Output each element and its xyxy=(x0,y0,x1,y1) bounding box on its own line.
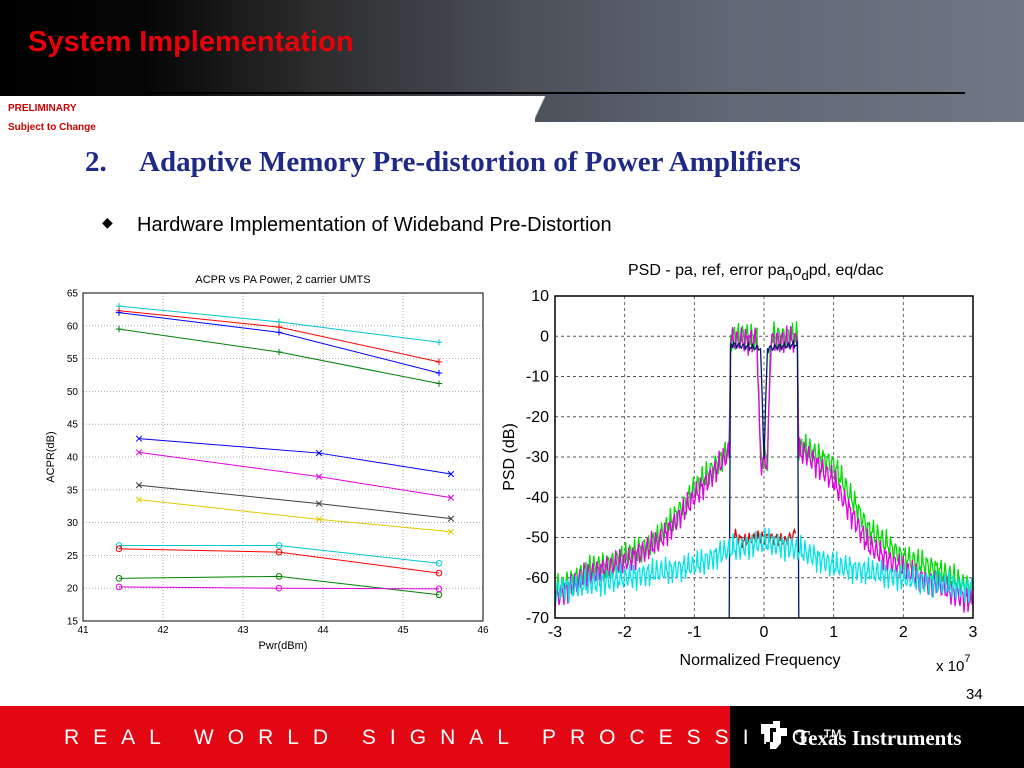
psd-x-tick-label: 1 xyxy=(829,624,838,641)
acpr-y-tick-label: 50 xyxy=(67,387,79,398)
preliminary-label: PRELIMINARY xyxy=(8,103,77,114)
acpr-data-point xyxy=(435,339,443,346)
psd-x-tick-label: -1 xyxy=(687,624,701,641)
acpr-data-point xyxy=(435,358,443,366)
psd-x-tick-label: -2 xyxy=(618,624,632,641)
slide-title-text: Adaptive Memory Pre-distortion of Power … xyxy=(139,146,801,178)
acpr-data-point xyxy=(275,348,283,356)
acpr-x-tick-label: 43 xyxy=(237,625,249,636)
psd-x-axis-label: Normalized Frequency xyxy=(680,652,841,669)
acpr-data-point xyxy=(275,548,283,556)
acpr-data-point xyxy=(115,325,123,333)
psd-x-multiplier: x 107 xyxy=(936,653,970,673)
psd-chart-title: PSD - pa, ref, error panodpd, eq/dac xyxy=(628,262,884,283)
acpr-data-point xyxy=(115,583,123,591)
psd-y-tick-label: -10 xyxy=(526,369,549,386)
acpr-data-point xyxy=(435,585,443,593)
psd-x-tick-label: 2 xyxy=(899,624,908,641)
header-white-band xyxy=(0,96,535,122)
acpr-data-point xyxy=(275,573,283,580)
acpr-x-tick-label: 46 xyxy=(477,625,489,636)
acpr-y-tick-label: 45 xyxy=(67,420,79,431)
acpr-x-tick-label: 45 xyxy=(397,625,409,636)
page-number: 34 xyxy=(966,686,983,703)
acpr-x-tick-label: 44 xyxy=(317,625,329,636)
acpr-y-tick-label: 65 xyxy=(67,289,79,300)
acpr-chart-background xyxy=(20,262,495,662)
acpr-y-tick-label: 30 xyxy=(67,518,79,529)
acpr-data-point xyxy=(275,584,283,592)
psd-x-tick-label: -3 xyxy=(548,624,562,641)
acpr-data-point xyxy=(447,470,455,478)
acpr-y-tick-label: 20 xyxy=(67,584,79,595)
acpr-data-point xyxy=(275,329,283,336)
acpr-data-point xyxy=(435,559,443,567)
acpr-data-point xyxy=(315,500,323,507)
psd-y-tick-label: -70 xyxy=(526,610,549,627)
acpr-x-tick-label: 41 xyxy=(77,625,89,636)
psd-y-tick-label: -50 xyxy=(526,530,549,547)
acpr-x-axis-label: Pwr(dBm) xyxy=(259,640,308,652)
diamond-bullet-icon: ◆ xyxy=(102,214,113,230)
acpr-data-point xyxy=(447,515,455,522)
psd-y-axis-label: PSD (dB) xyxy=(501,423,518,491)
acpr-data-point xyxy=(135,435,143,442)
psd-series-line xyxy=(554,527,974,604)
header-title: System Implementation xyxy=(28,26,354,58)
bullet-text: Hardware Implementation of Wideband Pre-… xyxy=(137,214,612,236)
acpr-data-point xyxy=(447,528,455,535)
psd-chart-background xyxy=(498,255,986,673)
acpr-data-point xyxy=(115,309,123,316)
acpr-data-point xyxy=(275,542,283,549)
slide-title-number: 2. xyxy=(85,146,107,178)
psd-y-tick-label: 10 xyxy=(531,288,549,305)
acpr-series-line xyxy=(118,586,440,590)
acpr-series-line xyxy=(118,548,440,574)
acpr-data-point xyxy=(447,494,455,501)
footer-slogan: REAL WORLD SIGNAL PROCESSING™ xyxy=(64,726,858,749)
acpr-data-point xyxy=(115,545,123,553)
psd-y-tick-label: 0 xyxy=(540,328,549,345)
subject-to-change-label: Subject to Change xyxy=(8,122,96,133)
acpr-y-tick-label: 40 xyxy=(67,453,79,464)
acpr-y-tick-label: 55 xyxy=(67,354,79,365)
acpr-y-tick-label: 60 xyxy=(67,321,79,332)
psd-x-tick-label: 3 xyxy=(969,624,978,641)
acpr-data-point xyxy=(435,569,443,577)
psd-y-tick-label: -60 xyxy=(526,570,549,587)
header-rule xyxy=(145,92,965,94)
psd-plot-frame xyxy=(554,295,974,619)
acpr-data-point xyxy=(135,482,143,489)
psd-y-tick-label: -20 xyxy=(526,409,549,426)
acpr-data-point xyxy=(435,369,443,377)
acpr-y-tick-label: 25 xyxy=(67,551,79,562)
acpr-y-tick-label: 15 xyxy=(67,617,79,628)
acpr-chart-title: ACPR vs PA Power, 2 carrier UMTS xyxy=(195,274,370,286)
acpr-x-tick-label: 42 xyxy=(157,625,169,636)
acpr-series-line xyxy=(119,545,440,564)
header-slant xyxy=(505,96,575,122)
acpr-y-tick-label: 35 xyxy=(67,485,79,496)
acpr-data-point xyxy=(135,496,143,503)
acpr-data-point xyxy=(115,575,123,582)
acpr-data-point xyxy=(315,473,323,480)
acpr-data-point xyxy=(315,449,323,457)
acpr-data-point xyxy=(135,449,143,456)
psd-series-line xyxy=(728,339,800,619)
acpr-chart: 41 42 43 44 45 46 15 20 25 30 35 40 45 50 55 60 65 ACPR … xyxy=(20,262,495,662)
acpr-data-point xyxy=(115,542,123,549)
acpr-y-axis-label: ACPR(dB) xyxy=(45,431,57,482)
acpr-data-point xyxy=(315,516,323,523)
acpr-data-point xyxy=(435,380,443,387)
slide-title: 2. Adaptive Memory Pre-distortion of Powe… xyxy=(85,146,801,179)
ti-company-name: Texas Instruments xyxy=(796,726,962,750)
ti-logo-icon xyxy=(761,721,787,749)
psd-x-tick-label: 0 xyxy=(760,624,769,641)
acpr-plot-frame xyxy=(82,292,484,622)
psd-y-tick-label: -40 xyxy=(526,489,549,506)
psd-y-tick-label: -30 xyxy=(526,449,549,466)
